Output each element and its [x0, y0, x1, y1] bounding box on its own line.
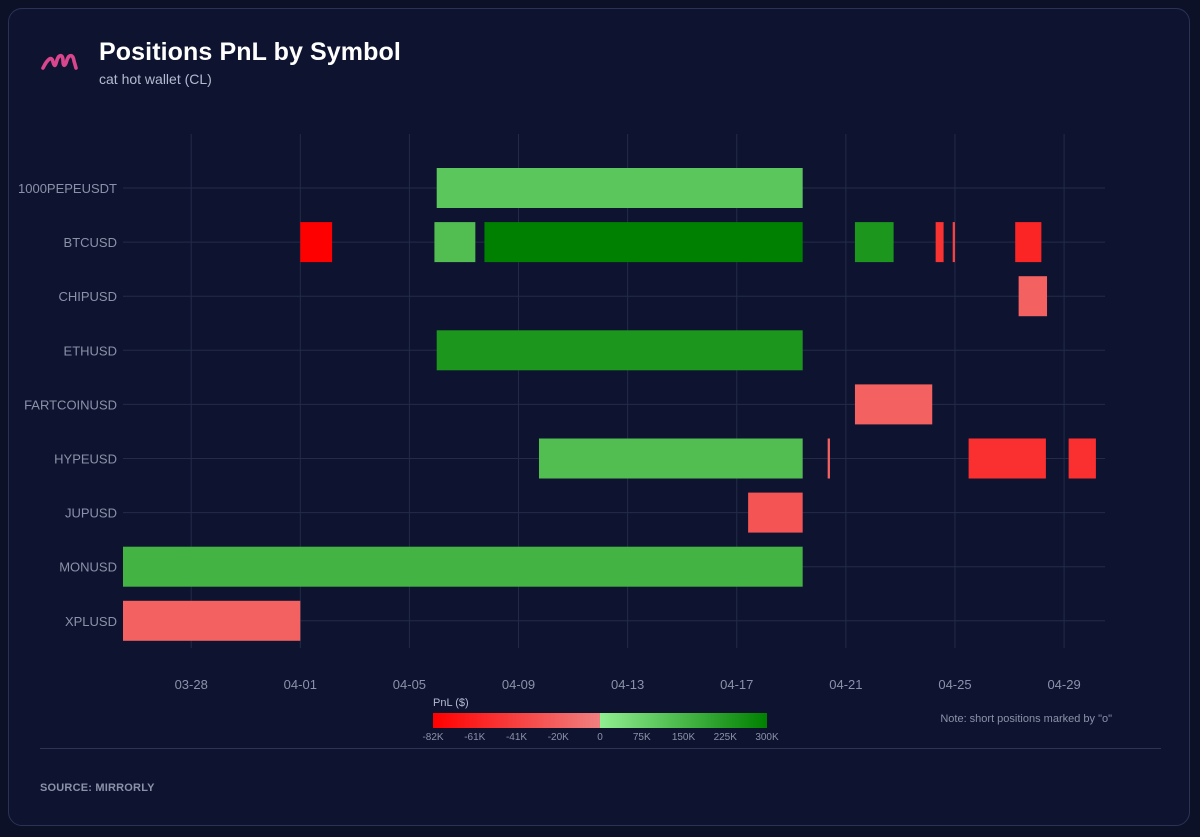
x-tick-label: 04-25 — [938, 677, 971, 692]
position-bar — [123, 600, 301, 641]
position-bar — [436, 168, 803, 208]
colorbar-tick-label: 0 — [597, 732, 603, 743]
position-bar — [748, 492, 803, 533]
position-bar — [1018, 276, 1048, 317]
position-bar — [1015, 222, 1042, 263]
y-tick-label: BTCUSD — [64, 235, 117, 250]
x-tick-label: 04-09 — [502, 677, 535, 692]
y-tick-label: JUPUSD — [65, 506, 117, 521]
x-axis-labels: 03-28 04-01 04-05 04-09 04-13 04-17 04-21 04-25… — [175, 677, 1081, 692]
y-tick-label: ETHUSD — [64, 343, 117, 358]
position-bar — [952, 222, 955, 263]
y-tick-label: 1000PEPEUSDT — [18, 181, 117, 196]
colorbar-tick-label: -20K — [548, 732, 569, 743]
position-bar — [827, 438, 830, 479]
x-tick-label: 04-05 — [393, 677, 426, 692]
colorbar-negative — [433, 713, 600, 728]
colorbar-tick-label: 75K — [633, 732, 651, 743]
x-tick-label: 04-21 — [829, 677, 862, 692]
position-bar — [436, 330, 803, 371]
x-tick-label: 04-29 — [1047, 677, 1080, 692]
x-tick-label: 03-28 — [175, 677, 208, 692]
position-bar — [484, 222, 803, 263]
position-bar — [538, 438, 803, 479]
footer-divider — [40, 748, 1161, 749]
brand-logo-icon — [41, 53, 78, 70]
position-bar — [854, 384, 933, 425]
y-tick-label: FARTCOINUSD — [24, 397, 117, 412]
position-bars — [123, 168, 1096, 641]
position-bar — [434, 222, 476, 263]
x-tick-label: 04-17 — [720, 677, 753, 692]
chart-subtitle: cat hot wallet (CL) — [99, 71, 212, 87]
colorbar-tick-label: 225K — [714, 732, 738, 743]
colorbar-tick-label: 150K — [672, 732, 696, 743]
x-tick-label: 04-01 — [284, 677, 317, 692]
colorbar-tick-label: -82K — [422, 732, 443, 743]
y-tick-label: MONUSD — [59, 560, 117, 575]
x-tick-label: 04-13 — [611, 677, 644, 692]
position-bar — [968, 438, 1046, 479]
y-tick-label: CHIPUSD — [58, 289, 117, 304]
position-bar — [1068, 438, 1096, 479]
colorbar-tick-label: 300K — [755, 732, 779, 743]
chart-card — [8, 8, 1190, 826]
position-bar — [854, 222, 894, 263]
colorbar-title: PnL ($) — [433, 697, 469, 709]
source-label: SOURCE: MIRRORLY — [40, 782, 155, 794]
colorbar-tick-label: -61K — [464, 732, 485, 743]
y-axis-labels: 1000PEPEUSDT BTCUSD CHIPUSD ETHUSD FARTCOINU… — [18, 181, 117, 629]
y-tick-label: XPLUSD — [65, 614, 117, 629]
pnl-colorbar: PnL ($) -82K -61K -41K -20K 0 75K 150K 225K 300K — [422, 697, 779, 743]
position-bar — [300, 222, 333, 263]
colorbar-tick-label: -41K — [506, 732, 527, 743]
y-tick-label: HYPEUSD — [54, 452, 117, 467]
short-positions-note: Note: short positions marked by "o" — [940, 713, 1112, 725]
colorbar-positive — [600, 713, 767, 728]
position-bar — [123, 546, 803, 587]
position-bar — [935, 222, 944, 263]
chart-title: Positions PnL by Symbol — [99, 38, 401, 66]
